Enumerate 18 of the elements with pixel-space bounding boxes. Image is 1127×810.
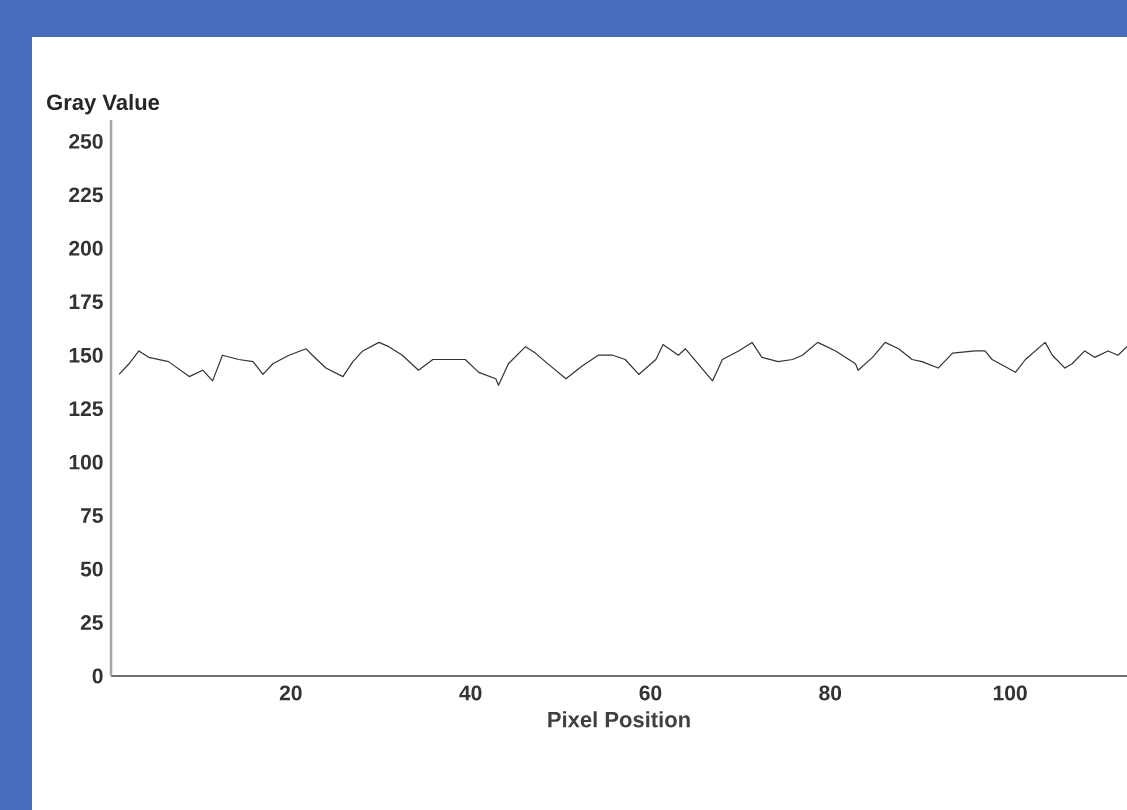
x-tick-label: 40	[459, 685, 482, 701]
x-tick-label: 60	[639, 685, 662, 701]
y-tick-label: 150	[69, 347, 103, 363]
x-axis-title: Pixel Position	[548, 711, 690, 728]
x-tick-label: 80	[819, 685, 842, 701]
y-tick-label: 200	[69, 240, 103, 256]
x-tick-label: 100	[993, 685, 1027, 701]
y-tick-label: 250	[69, 133, 103, 149]
y-tick-label: 175	[69, 294, 103, 310]
y-tick-label: 0	[92, 668, 103, 684]
x-tick-label: 20	[279, 685, 302, 701]
y-tick-label: 225	[69, 187, 103, 203]
y-tick-label: 50	[80, 561, 103, 577]
y-tick-label: 100	[69, 454, 103, 470]
y-tick-label: 25	[80, 615, 103, 630]
y-tick-label: 125	[69, 401, 103, 417]
y-axis-title: Gray Value	[47, 93, 160, 115]
y-tick-label: 75	[81, 508, 103, 523]
